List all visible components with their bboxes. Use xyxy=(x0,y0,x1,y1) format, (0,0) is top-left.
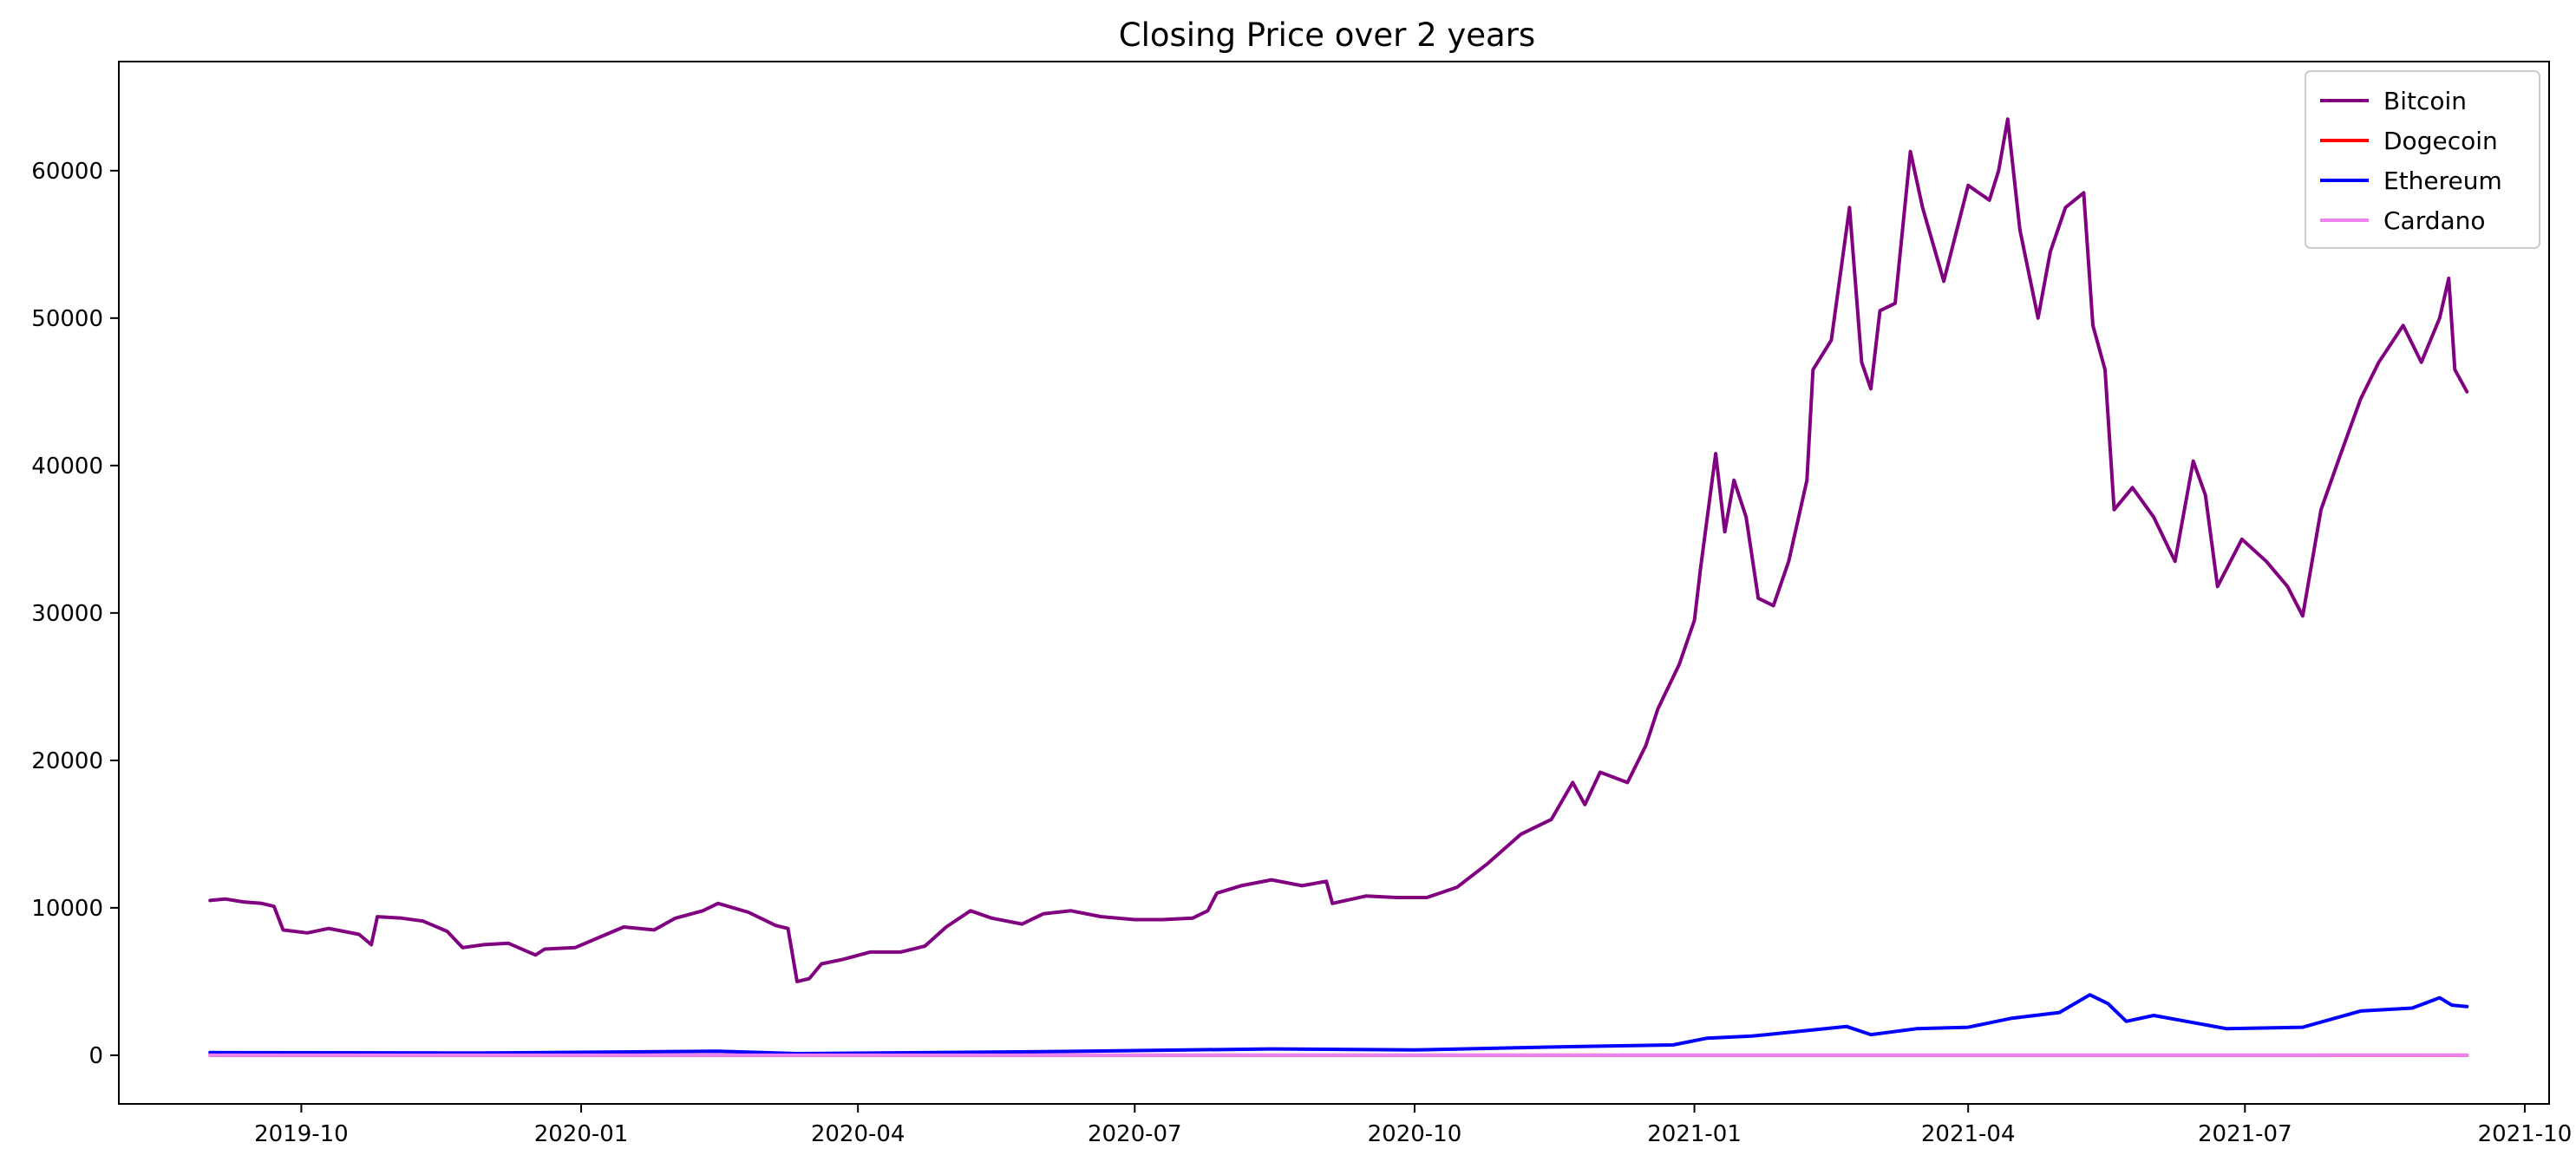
chart-title: Closing Price over 2 years xyxy=(1119,16,1535,54)
legend-label-cardano: Cardano xyxy=(2383,206,2486,235)
x-tick-label: 2020-01 xyxy=(534,1121,629,1147)
y-tick-label: 10000 xyxy=(31,896,103,922)
legend-label-dogecoin: Dogecoin xyxy=(2383,127,2498,155)
legend-label-bitcoin: Bitcoin xyxy=(2383,87,2467,115)
series-layer xyxy=(208,117,2469,1057)
y-tick-label: 30000 xyxy=(31,601,103,627)
y-axis: 0 10000 20000 30000 40000 50000 60000 xyxy=(31,159,119,1069)
series-line-ethereum xyxy=(208,993,2469,1055)
x-tick-label: 2020-10 xyxy=(1368,1121,1462,1147)
plot-area: 2019-10 2020-01 2020-04 2020-07 2020-10 2021-… xyxy=(31,61,2572,1147)
series-line-bitcoin xyxy=(208,117,2469,983)
y-tick-label: 0 xyxy=(88,1043,103,1069)
x-tick-label: 2021-01 xyxy=(1647,1121,1742,1147)
y-tick-label: 40000 xyxy=(31,454,103,480)
y-tick-label: 50000 xyxy=(31,306,103,332)
x-tick-label: 2021-10 xyxy=(2478,1121,2573,1147)
legend-label-ethereum: Ethereum xyxy=(2383,166,2502,195)
x-tick-label: 2020-04 xyxy=(811,1121,906,1147)
legend: Bitcoin Dogecoin Ethereum Cardano xyxy=(2305,70,2540,249)
y-tick-label: 20000 xyxy=(31,748,103,774)
x-tick-label: 2021-04 xyxy=(1921,1121,2016,1147)
x-tick-label: 2019-10 xyxy=(254,1121,349,1147)
plot-frame xyxy=(118,61,2550,1105)
x-tick-label: 2020-07 xyxy=(1088,1121,1182,1147)
x-axis: 2019-10 2020-01 2020-04 2020-07 2020-10 2021-… xyxy=(254,1104,2572,1147)
legend-box xyxy=(2305,70,2540,249)
x-tick-label: 2021-07 xyxy=(2198,1121,2292,1147)
y-tick-label: 60000 xyxy=(31,159,103,185)
